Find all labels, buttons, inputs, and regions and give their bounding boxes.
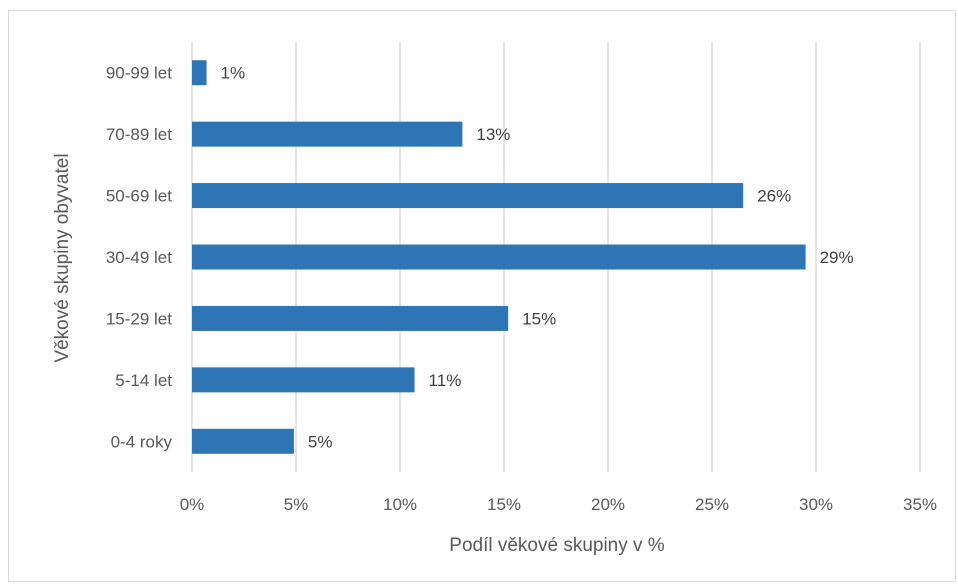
category-label: 0-4 roky bbox=[111, 432, 173, 451]
y-axis-title: Věkové skupiny obyvatel bbox=[52, 153, 73, 362]
chart-frame bbox=[8, 10, 956, 582]
data-label: 1% bbox=[221, 64, 246, 83]
category-label: 70-89 let bbox=[106, 125, 172, 144]
category-label: 50-69 let bbox=[106, 187, 172, 206]
category-labels: 0-4 roky 5-14 let 15-29 let 30-49 let 50-69 … bbox=[106, 64, 173, 452]
x-tick-label: 5% bbox=[284, 495, 309, 514]
x-tick-label: 20% bbox=[591, 495, 625, 514]
data-label: 26% bbox=[757, 187, 791, 206]
data-label: 11% bbox=[429, 371, 462, 390]
x-tick-label: 25% bbox=[695, 495, 729, 514]
bar bbox=[192, 305, 509, 331]
x-tick-label: 10% bbox=[383, 495, 417, 514]
bar bbox=[192, 121, 463, 147]
category-label: 90-99 let bbox=[106, 64, 172, 83]
bar bbox=[192, 428, 294, 454]
bars bbox=[192, 60, 806, 454]
category-label: 30-49 let bbox=[106, 248, 172, 267]
x-tick-label: 15% bbox=[487, 495, 521, 514]
bar bbox=[192, 60, 207, 86]
x-tick-label: 35% bbox=[903, 495, 937, 514]
data-labels: 5% 11% 15% 29% 26% 13% 1% bbox=[221, 64, 854, 452]
x-tick-label: 0% bbox=[180, 495, 205, 514]
bar bbox=[192, 367, 415, 393]
data-label: 29% bbox=[820, 248, 854, 267]
data-label: 13% bbox=[476, 125, 510, 144]
category-label: 15-29 let bbox=[106, 309, 172, 328]
data-label: 5% bbox=[308, 432, 333, 451]
x-tick-label: 30% bbox=[799, 495, 833, 514]
bar bbox=[192, 244, 806, 270]
category-label: 5-14 let bbox=[115, 371, 172, 390]
bar bbox=[192, 183, 744, 209]
x-axis-title: Podíl věkové skupiny v % bbox=[449, 535, 665, 556]
x-tick-labels: 0% 5% 10% 15% 20% 25% 30% 35% bbox=[180, 495, 937, 514]
data-label: 15% bbox=[522, 309, 556, 328]
